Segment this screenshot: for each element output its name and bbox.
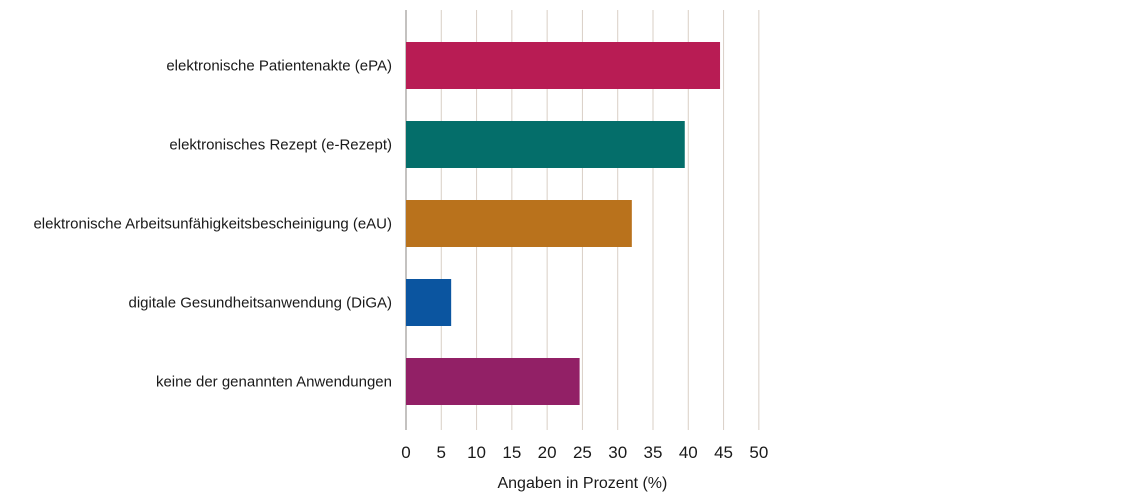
category-label-1: elektronische Patientenakte (ePA) [166, 58, 392, 75]
x-tick-label-50: 50 [749, 443, 768, 462]
bar-1 [406, 42, 721, 89]
bar-3 [406, 200, 632, 247]
x-tick-label-35: 35 [644, 443, 663, 462]
category-labels: elektronische Patientenakte (ePA) elektro… [33, 58, 392, 391]
bar-2 [406, 121, 685, 168]
x-tick-labels: 0 5 10 15 20 25 30 35 40 45 50 [401, 443, 768, 462]
category-label-2: elektronisches Rezept (e-Rezept) [169, 137, 392, 154]
category-label-5: keine der genannten Anwendungen [156, 374, 392, 391]
x-tick-label-5: 5 [437, 443, 446, 462]
category-label-4: digitale Gesundheitsanwendung (DiGA) [129, 295, 393, 312]
bars [406, 42, 721, 405]
x-tick-label-45: 45 [714, 443, 733, 462]
x-tick-label-15: 15 [502, 443, 521, 462]
x-tick-label-0: 0 [401, 443, 410, 462]
category-label-3: elektronische Arbeitsunfähigkeitsbeschei… [33, 216, 392, 233]
x-axis-title: Angaben in Prozent (%) [497, 475, 667, 492]
x-tick-label-30: 30 [608, 443, 627, 462]
x-tick-label-25: 25 [573, 443, 592, 462]
x-tick-label-20: 20 [538, 443, 557, 462]
x-tick-label-40: 40 [679, 443, 698, 462]
bar-5 [406, 358, 580, 405]
bar-4 [406, 279, 452, 326]
x-tick-label-10: 10 [467, 443, 486, 462]
